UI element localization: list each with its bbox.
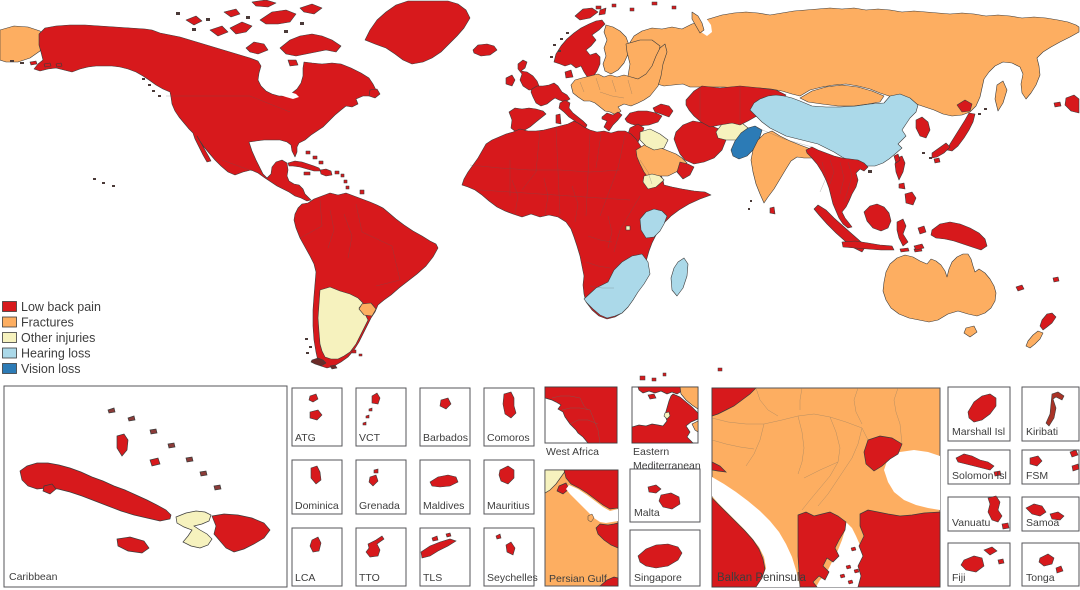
svg-text:Grenada: Grenada	[359, 500, 400, 512]
svg-text:TLS: TLS	[423, 572, 442, 584]
svg-text:Fiji: Fiji	[952, 572, 965, 584]
svg-text:Caribbean: Caribbean	[9, 571, 58, 583]
svg-text:Maldives: Maldives	[423, 500, 464, 512]
svg-text:Malta: Malta	[634, 507, 660, 519]
svg-text:FSM: FSM	[1026, 470, 1048, 482]
svg-text:Mauritius: Mauritius	[487, 500, 530, 512]
svg-text:Low back pain: Low back pain	[21, 300, 101, 314]
svg-text:Vision loss: Vision loss	[21, 362, 81, 376]
svg-text:Kiribati: Kiribati	[1026, 426, 1058, 438]
svg-text:TTO: TTO	[359, 572, 380, 584]
svg-text:Solomon Isl: Solomon Isl	[952, 470, 1007, 482]
svg-text:Samoa: Samoa	[1026, 517, 1059, 529]
svg-text:Fractures: Fractures	[21, 316, 74, 330]
svg-text:Tonga: Tonga	[1026, 572, 1055, 584]
svg-text:Persian Gulf: Persian Gulf	[549, 573, 607, 585]
svg-text:ATG: ATG	[295, 432, 316, 444]
svg-text:West Africa: West Africa	[546, 446, 599, 458]
svg-text:Dominica: Dominica	[295, 500, 339, 512]
svg-text:Other injuries: Other injuries	[21, 331, 95, 345]
svg-text:Comoros: Comoros	[487, 432, 530, 444]
svg-text:Vanuatu: Vanuatu	[952, 517, 990, 529]
svg-text:Hearing loss: Hearing loss	[21, 347, 90, 361]
svg-text:Seychelles: Seychelles	[487, 572, 538, 584]
svg-text:Singapore: Singapore	[634, 572, 682, 584]
svg-text:LCA: LCA	[295, 572, 315, 584]
svg-text:Barbados: Barbados	[423, 432, 468, 444]
svg-text:VCT: VCT	[359, 432, 381, 444]
svg-text:Marshall Isl: Marshall Isl	[952, 426, 1005, 438]
svg-text:Eastern: Eastern	[633, 446, 669, 458]
svg-text:Balkan Peninsula: Balkan Peninsula	[717, 572, 806, 584]
